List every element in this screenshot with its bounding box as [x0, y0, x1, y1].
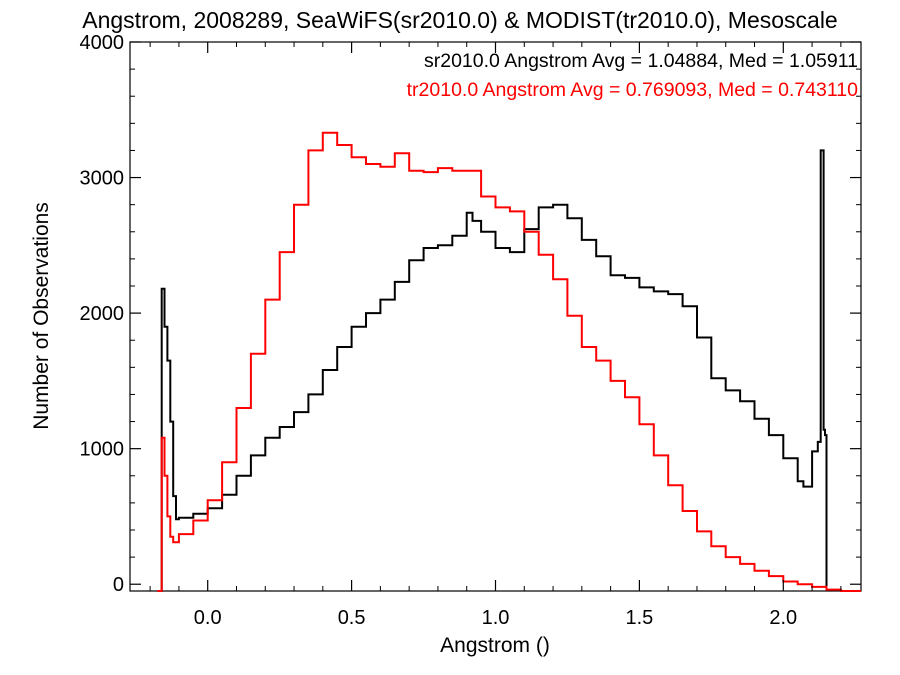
y-tick-label: 4000 — [80, 32, 125, 54]
y-tick-label: 3000 — [80, 168, 125, 190]
plot-area-frame — [129, 41, 862, 592]
tick-layer: 0.0 0.5 1.0 1.5 2.0 0 1000 2000 3000 4000 — [80, 32, 861, 629]
chart-title: Angstrom, 2008289, SeaWiFS(sr2010.0) & M… — [82, 7, 837, 33]
series-line-1 — [157, 131, 861, 592]
x-axis-label: Angstrom () — [440, 634, 550, 657]
y-axis-label: Number of Observations — [30, 202, 53, 430]
series-layer — [157, 131, 861, 592]
annotation-sr2010: sr2010.0 Angstrom Avg = 1.04884, Med = 1… — [424, 50, 858, 72]
y-tick-label: 1000 — [80, 439, 125, 461]
x-tick-label: 1.5 — [625, 607, 653, 629]
x-tick-label: 0.5 — [338, 607, 366, 629]
y-tick-label: 2000 — [80, 303, 125, 325]
x-tick-label: 0.0 — [194, 607, 222, 629]
x-tick-label: 2.0 — [769, 607, 797, 629]
y-tick-label: 0 — [113, 574, 124, 596]
x-tick-label: 1.0 — [482, 607, 510, 629]
annotation-tr2010: tr2010.0 Angstrom Avg = 0.769093, Med = … — [407, 79, 859, 101]
series-line-0 — [160, 149, 828, 592]
